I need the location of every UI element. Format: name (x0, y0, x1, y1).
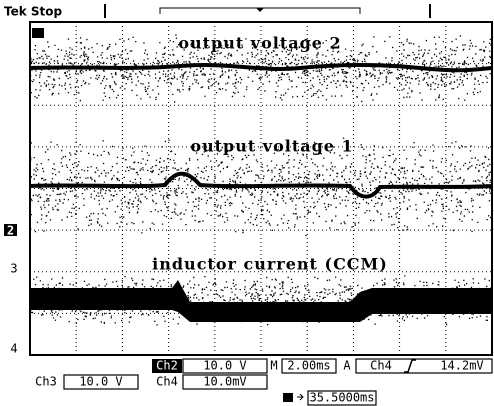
trigger-pointer (256, 8, 264, 12)
noise (30, 34, 493, 325)
trace-label: output voltage 1 (190, 137, 353, 156)
trace-label: output voltage 2 (178, 34, 341, 53)
scale: 10.0 V (203, 359, 246, 373)
time-scale: 2.00ms (287, 359, 330, 373)
trace-v1 (30, 174, 492, 197)
trace-label: inductor current (CCM) (152, 255, 388, 274)
trigger-prefix: A (343, 359, 351, 373)
trigger-icon (32, 28, 44, 38)
time-prefix: M (270, 359, 277, 373)
arrow-icon (297, 394, 303, 400)
oscilloscope-screen: Tek Stop output voltage 2 output voltage… (0, 0, 494, 406)
status: Tek Stop (4, 5, 63, 19)
trace-v2 (30, 65, 492, 70)
channel-marker: 4 (10, 342, 17, 356)
channel-marker: 2 (7, 224, 14, 238)
channel: Ch3 (35, 375, 57, 389)
trigger-channel: Ch4 (370, 359, 392, 373)
channel: Ch2 (156, 359, 178, 373)
trigger-level: 14.2mV (440, 359, 483, 373)
trigger-icon (283, 393, 293, 402)
scale: 10.0mV (203, 375, 246, 389)
channel-marker: 3 (10, 262, 17, 276)
scale: 10.0 V (79, 375, 122, 389)
channel: Ch4 (156, 375, 178, 389)
trigger-position: 35.5000ms (309, 391, 374, 405)
